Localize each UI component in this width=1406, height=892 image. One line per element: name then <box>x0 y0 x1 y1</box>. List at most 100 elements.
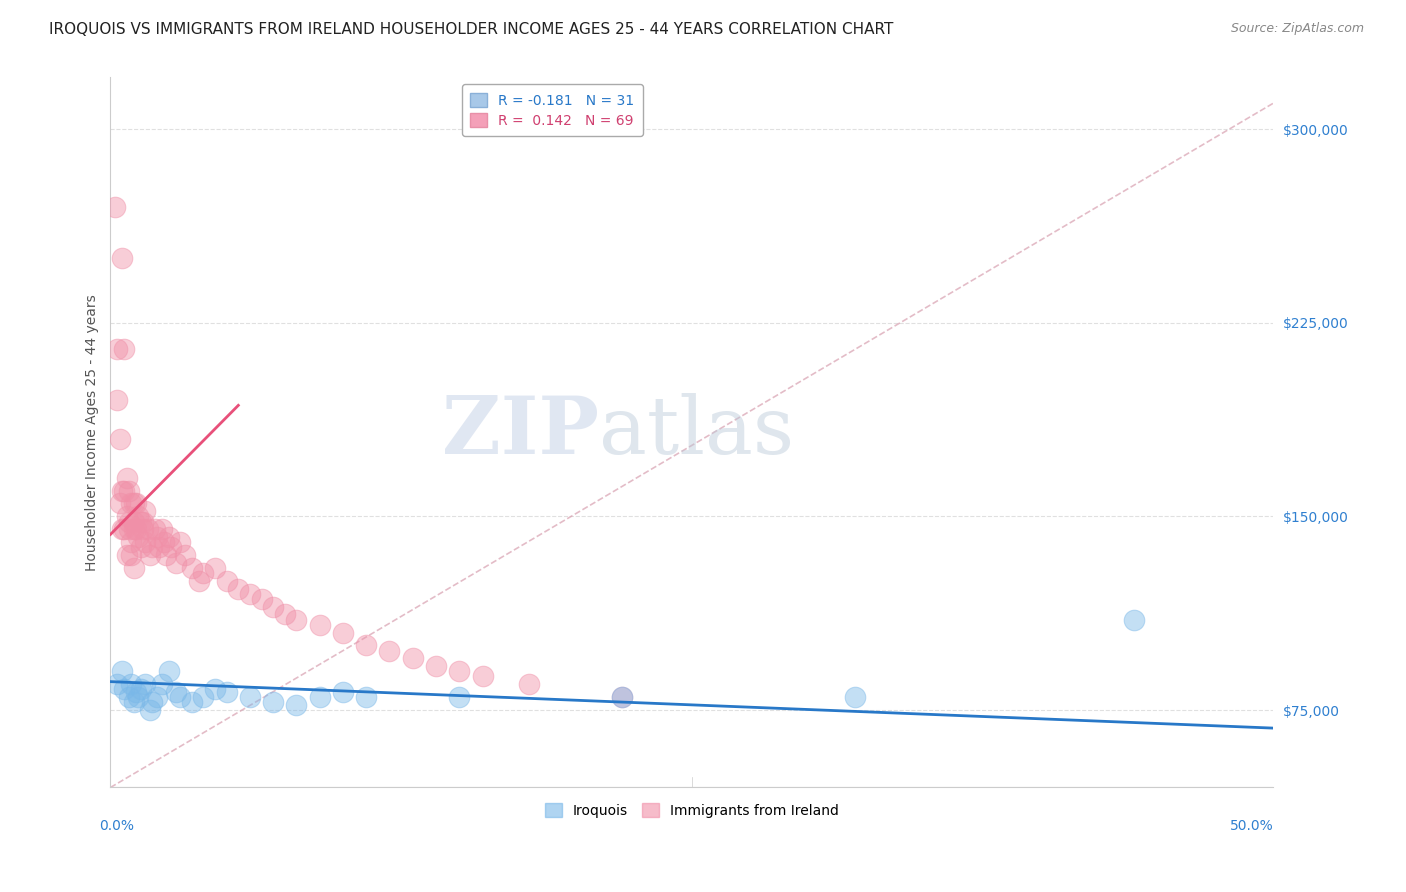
Point <box>308 690 330 705</box>
Text: ZIP: ZIP <box>441 393 599 472</box>
Point <box>105 342 128 356</box>
Point <box>250 592 273 607</box>
Point <box>112 522 135 536</box>
Point <box>228 582 250 596</box>
Point <box>129 541 152 555</box>
Point <box>139 548 162 562</box>
Point <box>120 548 142 562</box>
Point <box>122 496 145 510</box>
Point <box>157 530 180 544</box>
Point <box>180 695 202 709</box>
Point <box>610 690 633 705</box>
Point <box>153 535 176 549</box>
Point <box>105 677 128 691</box>
Point <box>169 535 191 549</box>
Point <box>204 561 226 575</box>
Point <box>239 587 262 601</box>
Point <box>193 690 215 705</box>
Point <box>134 677 156 691</box>
Point <box>139 703 162 717</box>
Point <box>204 682 226 697</box>
Point <box>111 522 134 536</box>
Point <box>132 522 155 536</box>
Point <box>118 522 141 536</box>
Text: 50.0%: 50.0% <box>1229 820 1274 833</box>
Point <box>354 690 377 705</box>
Point <box>122 522 145 536</box>
Point <box>118 515 141 529</box>
Point <box>402 651 425 665</box>
Point <box>115 548 138 562</box>
Point <box>111 251 134 265</box>
Point <box>332 685 354 699</box>
Point <box>115 470 138 484</box>
Point <box>120 535 142 549</box>
Text: atlas: atlas <box>599 393 794 472</box>
Point <box>122 695 145 709</box>
Point <box>115 509 138 524</box>
Point <box>134 535 156 549</box>
Point <box>262 695 284 709</box>
Point <box>262 599 284 614</box>
Point <box>285 698 308 712</box>
Point <box>141 541 163 555</box>
Point <box>180 561 202 575</box>
Point <box>169 690 191 705</box>
Point <box>129 682 152 697</box>
Point <box>112 342 135 356</box>
Point <box>120 677 142 691</box>
Point <box>122 515 145 529</box>
Point <box>1122 613 1144 627</box>
Point <box>449 690 471 705</box>
Point <box>471 669 494 683</box>
Point <box>112 682 135 697</box>
Point <box>125 685 148 699</box>
Point <box>449 665 471 679</box>
Point <box>155 548 177 562</box>
Point <box>143 522 166 536</box>
Point <box>127 530 149 544</box>
Point <box>108 432 131 446</box>
Point <box>378 643 401 657</box>
Point <box>215 685 238 699</box>
Point <box>118 483 141 498</box>
Point <box>150 677 173 691</box>
Point <box>610 690 633 705</box>
Point <box>118 690 141 705</box>
Point <box>132 515 155 529</box>
Point <box>148 541 170 555</box>
Point <box>285 613 308 627</box>
Point <box>120 496 142 510</box>
Point <box>150 522 173 536</box>
Y-axis label: Householder Income Ages 25 - 44 years: Householder Income Ages 25 - 44 years <box>86 294 100 571</box>
Text: Source: ZipAtlas.com: Source: ZipAtlas.com <box>1230 22 1364 36</box>
Legend: Iroquois, Immigrants from Ireland: Iroquois, Immigrants from Ireland <box>540 797 844 823</box>
Point <box>157 665 180 679</box>
Point <box>332 625 354 640</box>
Point <box>125 522 148 536</box>
Point <box>239 690 262 705</box>
Point <box>165 556 187 570</box>
Point <box>129 515 152 529</box>
Point <box>111 665 134 679</box>
Point <box>122 561 145 575</box>
Point <box>160 541 183 555</box>
Point <box>134 504 156 518</box>
Point <box>308 617 330 632</box>
Point <box>125 496 148 510</box>
Point <box>136 522 159 536</box>
Point <box>517 677 540 691</box>
Point <box>844 690 866 705</box>
Text: IROQUOIS VS IMMIGRANTS FROM IRELAND HOUSEHOLDER INCOME AGES 25 - 44 YEARS CORREL: IROQUOIS VS IMMIGRANTS FROM IRELAND HOUS… <box>49 22 894 37</box>
Point <box>108 496 131 510</box>
Point <box>141 695 163 709</box>
Point <box>187 574 209 588</box>
Point <box>127 509 149 524</box>
Point <box>193 566 215 581</box>
Point <box>354 639 377 653</box>
Point <box>173 548 195 562</box>
Point <box>111 483 134 498</box>
Point <box>105 393 128 408</box>
Point <box>274 607 297 622</box>
Point <box>146 530 169 544</box>
